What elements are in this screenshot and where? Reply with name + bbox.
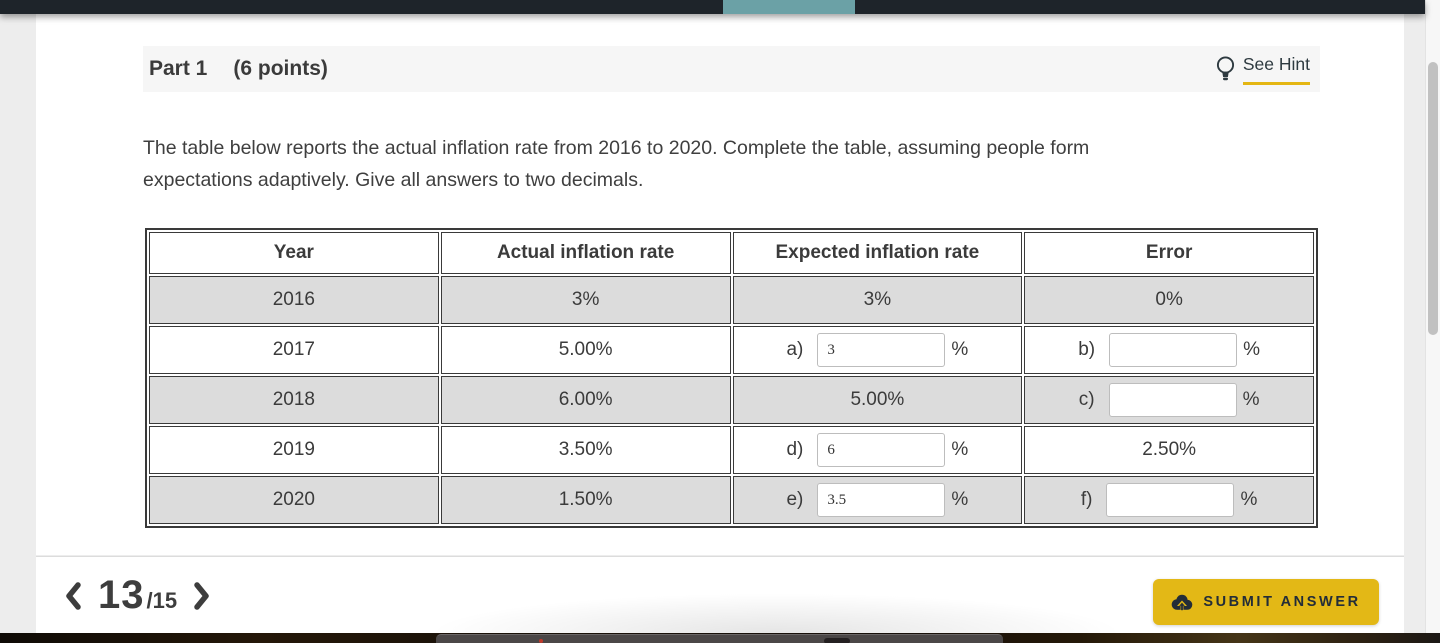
pager-total: /15 (146, 588, 178, 613)
cell-actual: 5.00% (440, 326, 731, 374)
answer-input-d[interactable] (817, 433, 946, 467)
answer-input-b[interactable] (1109, 333, 1238, 367)
see-hint-label[interactable]: See Hint (1242, 54, 1310, 85)
cell-error: c) % (1024, 376, 1314, 424)
answer-label-c: c) (1078, 389, 1095, 410)
cell-year: 2017 (149, 326, 439, 374)
answer-input-f[interactable] (1106, 483, 1235, 517)
pager-current: 13 (98, 573, 145, 617)
answer-label-f: f) (1080, 489, 1093, 510)
header-actual: Actual inflation rate (440, 232, 731, 274)
answer-label-a: a) (786, 339, 804, 360)
scrollbar[interactable] (1425, 0, 1440, 643)
table-header-row: Year Actual inflation rate Expected infl… (149, 232, 1314, 274)
background-window-control (824, 638, 850, 643)
cell-expected: d) % (732, 426, 1023, 474)
answer-label-d: d) (786, 439, 804, 460)
cell-year: 2018 (149, 376, 439, 424)
scrollbar-thumb[interactable] (1428, 62, 1438, 335)
cell-error: 2.50% (1024, 426, 1314, 474)
cell-error: b) % (1024, 326, 1314, 374)
percent-suffix: % (951, 489, 969, 510)
cell-error: 0% (1024, 276, 1314, 324)
table-row-2017: 2017 5.00% a) % b) % (149, 326, 1314, 374)
percent-suffix: % (951, 439, 969, 460)
cell-actual: 6.00% (440, 376, 731, 424)
header-year: Year (149, 232, 439, 274)
instructions-line-2: expectations adaptively. Give all answer… (143, 169, 644, 191)
answer-label-e: e) (786, 489, 804, 510)
chevron-right-icon[interactable] (194, 581, 211, 611)
question-pager: 13 /15 (64, 557, 211, 634)
cell-expected: 3% (732, 276, 1023, 324)
footer-glow (426, 593, 1126, 633)
header-error: Error (1024, 232, 1314, 274)
table-row-2020: 2020 1.50% e) % f) % (149, 476, 1314, 524)
table-row-2016: 2016 3% 3% 0% (149, 276, 1314, 324)
cell-year: 2019 (149, 426, 439, 474)
table-row-2019: 2019 3.50% d) % 2.50% (149, 426, 1314, 474)
chevron-left-icon[interactable] (64, 581, 81, 611)
record-dot-icon (539, 639, 543, 643)
active-tab-indicator[interactable] (723, 0, 855, 14)
background-window-titlebar (436, 634, 1003, 643)
see-hint-link[interactable]: See Hint (1216, 54, 1310, 85)
browser-topbar (0, 0, 1425, 14)
inflation-table: Year Actual inflation rate Expected infl… (145, 228, 1318, 528)
percent-suffix: % (1240, 489, 1258, 510)
instructions-line-1: The table below reports the actual infla… (143, 137, 1090, 159)
question-panel: Part 1 (6 points) See Hint The table bel… (36, 14, 1404, 555)
cell-year: 2020 (149, 476, 439, 524)
part-title: Part 1 (149, 57, 208, 80)
table-row-2018: 2018 6.00% 5.00% c) % (149, 376, 1314, 424)
percent-suffix: % (1242, 389, 1260, 410)
answer-input-c[interactable] (1108, 383, 1237, 417)
cell-actual: 1.50% (440, 476, 731, 524)
submit-answer-label: SUBMIT ANSWER (1203, 594, 1361, 610)
answer-label-b: b) (1078, 339, 1096, 360)
part-header: Part 1 (6 points) See Hint (143, 46, 1320, 92)
submit-answer-button[interactable]: SUBMIT ANSWER (1153, 579, 1379, 625)
answer-input-a[interactable] (817, 333, 946, 367)
footer-bar: 13 /15 SUBMIT ANSWER (36, 556, 1404, 633)
cell-expected: e) % (732, 476, 1023, 524)
cell-year: 2016 (149, 276, 439, 324)
lightbulb-icon (1216, 55, 1235, 84)
cell-actual: 3% (440, 276, 731, 324)
percent-suffix: % (951, 339, 969, 360)
percent-suffix: % (1243, 339, 1261, 360)
cloud-upload-icon (1171, 594, 1193, 611)
header-expected: Expected inflation rate (732, 232, 1023, 274)
part-points: (6 points) (233, 57, 328, 80)
cell-expected: 5.00% (732, 376, 1023, 424)
cell-expected: a) % (732, 326, 1023, 374)
question-instructions: The table below reports the actual infla… (143, 132, 1263, 196)
answer-input-e[interactable] (817, 483, 946, 517)
cell-error: f) % (1024, 476, 1314, 524)
cell-actual: 3.50% (440, 426, 731, 474)
desktop-wallpaper-strip (0, 633, 1440, 643)
pager-position: 13 /15 (98, 573, 177, 618)
